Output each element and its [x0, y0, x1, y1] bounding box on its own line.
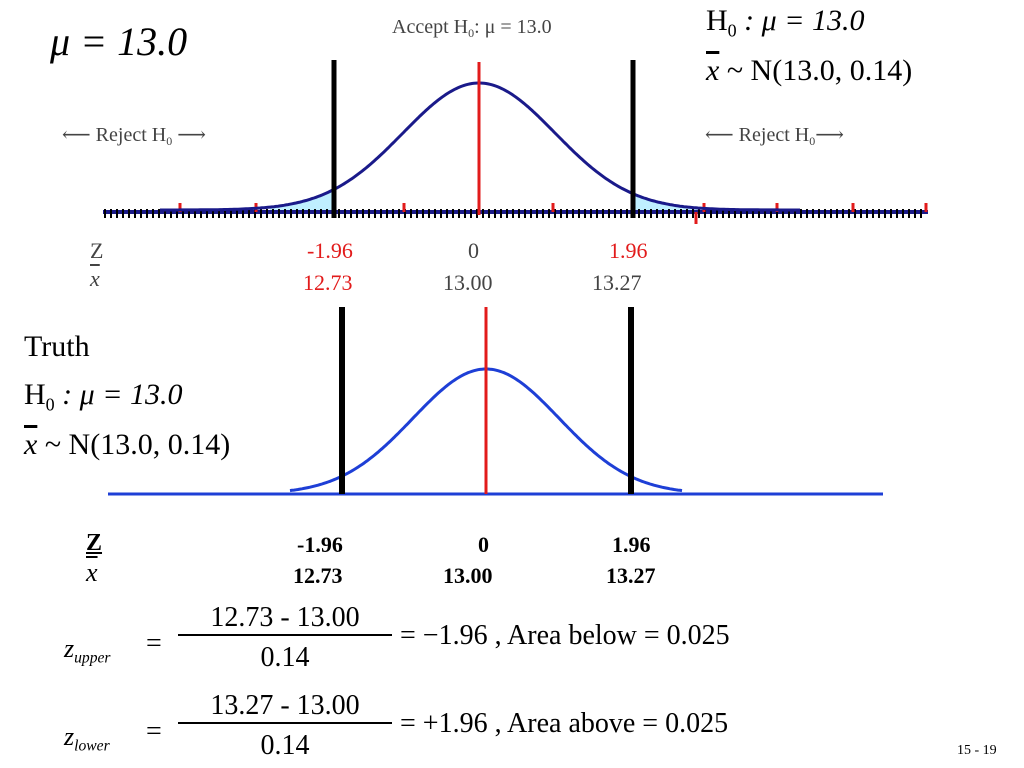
bottom-x-low: 12.73	[293, 563, 343, 588]
bottom-z-pos: 1.96	[612, 532, 651, 557]
truth-h0: H0 : μ = 13.0	[24, 378, 183, 415]
right-tail-shade	[633, 193, 700, 210]
top-x-high: 13.27	[592, 270, 642, 295]
truth-title: Truth	[24, 330, 90, 363]
reject-left-label: ⟵ Reject H0 ⟶	[62, 124, 206, 149]
equation-lower-equals: =	[146, 716, 162, 747]
reject-right-label: ⟵ Reject H0⟶	[705, 124, 844, 149]
accept-h0-label: Accept H0: μ = 13.0	[392, 16, 552, 41]
bottom-z-neg: -1.96	[297, 532, 343, 557]
top-right-h0: H0 : μ = 13.0	[706, 4, 865, 41]
top-x-label: x	[90, 266, 100, 291]
equation-upper-numerator: 12.73 - 13.00	[178, 602, 392, 636]
equation-lower-fraction: 13.27 - 13.00 0.14	[178, 690, 392, 762]
equation-lower-lhs: zlower	[64, 722, 110, 755]
bottom-z-label: Z	[86, 530, 103, 556]
left-tail-shade	[270, 189, 334, 210]
equation-lower-denominator: 0.14	[260, 730, 310, 761]
top-z-zero: 0	[468, 238, 479, 263]
equation-upper-fraction: 12.73 - 13.00 0.14	[178, 602, 392, 674]
truth-distribution: x ~ N(13.0, 0.14)	[24, 428, 231, 461]
top-z-pos: 1.96	[609, 238, 648, 263]
equation-upper-result: = −1.96 , Area below = 0.025	[400, 620, 730, 651]
top-x-low: 12.73	[303, 270, 353, 295]
equation-upper-denominator: 0.14	[260, 642, 310, 673]
equation-lower-numerator: 13.27 - 13.00	[178, 690, 392, 724]
bottom-x-label: x	[86, 558, 98, 587]
bottom-z-zero: 0	[478, 532, 489, 557]
equation-upper-lhs: zupper	[64, 634, 111, 667]
equation-upper-equals: =	[146, 628, 162, 659]
slide-number: 15 - 19	[957, 743, 997, 758]
top-right-distribution: x ~ N(13.0, 0.14)	[706, 54, 913, 87]
top-z-neg: -1.96	[307, 238, 353, 263]
bottom-x-mid: 13.00	[443, 563, 493, 588]
top-x-mid: 13.00	[443, 270, 493, 295]
equation-lower-result: = +1.96 , Area above = 0.025	[400, 708, 729, 739]
top-left-mu: μ = 13.0	[50, 19, 188, 64]
top-z-label: Z	[90, 238, 104, 263]
bottom-x-high: 13.27	[606, 563, 656, 588]
